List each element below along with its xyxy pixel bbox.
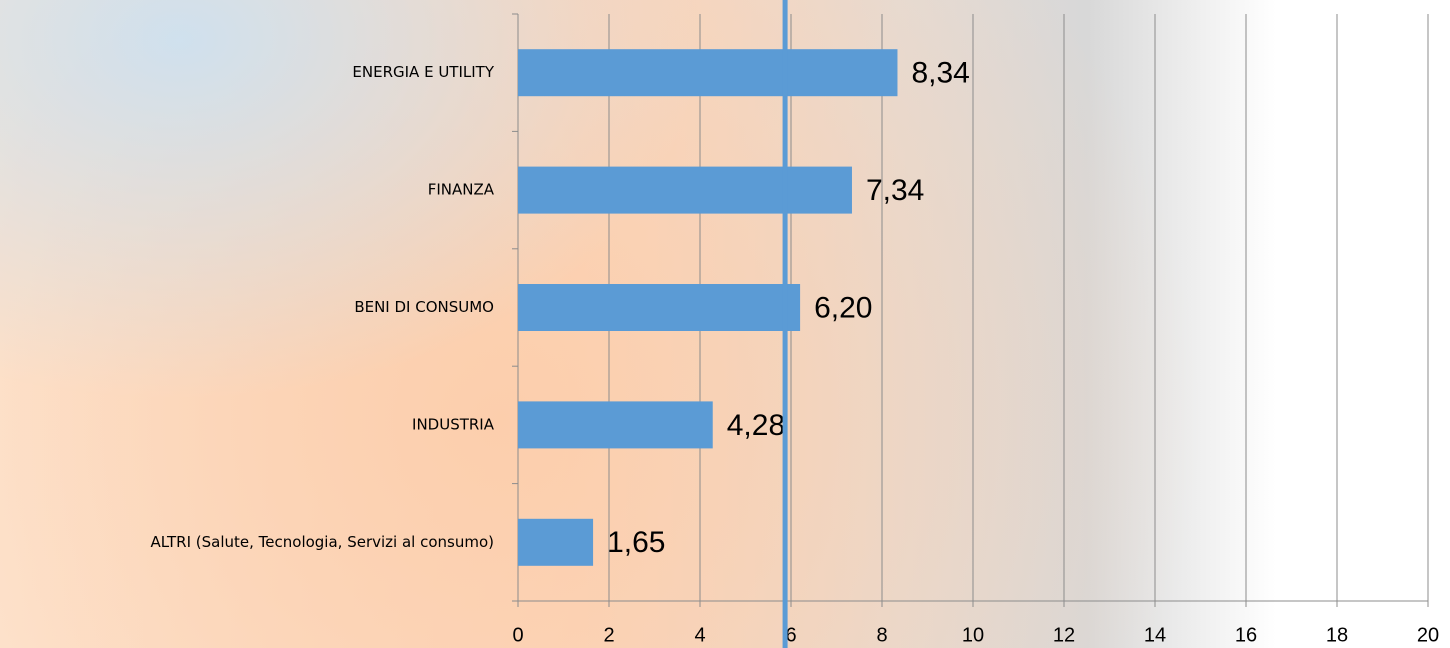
value-label: 7,34: [866, 174, 924, 207]
bar: [518, 401, 713, 449]
bar: [518, 49, 898, 97]
x-tick-label: 14: [1144, 624, 1166, 646]
y-tick-label: INDUSTRIA: [412, 415, 495, 433]
value-label: 6,20: [814, 291, 872, 324]
bar: [518, 166, 852, 214]
bar: [518, 284, 801, 331]
value-label: 1,65: [607, 526, 665, 559]
x-tick-label: 8: [876, 624, 887, 646]
y-tick-label: ENERGIA E UTILITY: [352, 63, 494, 81]
bar: [518, 518, 594, 566]
y-tick-label: FINANZA: [428, 181, 495, 199]
value-label: 4,28: [727, 409, 785, 442]
x-tick-label: 20: [1417, 624, 1439, 646]
x-tick-label: 6: [785, 624, 796, 646]
x-tick-label: 12: [1053, 624, 1075, 646]
x-tick-label: 0: [512, 624, 523, 646]
x-tick-label: 16: [1235, 624, 1257, 646]
y-tick-label: ALTRI (Salute, Tecnologia, Servizi al co…: [150, 533, 494, 551]
value-label: 8,34: [911, 57, 969, 90]
x-tick-label: 4: [694, 624, 705, 646]
x-tick-label: 2: [603, 624, 614, 646]
x-tick-label: 10: [962, 624, 984, 646]
y-tick-label: BENI DI CONSUMO: [354, 298, 494, 316]
x-tick-label: 18: [1326, 624, 1348, 646]
